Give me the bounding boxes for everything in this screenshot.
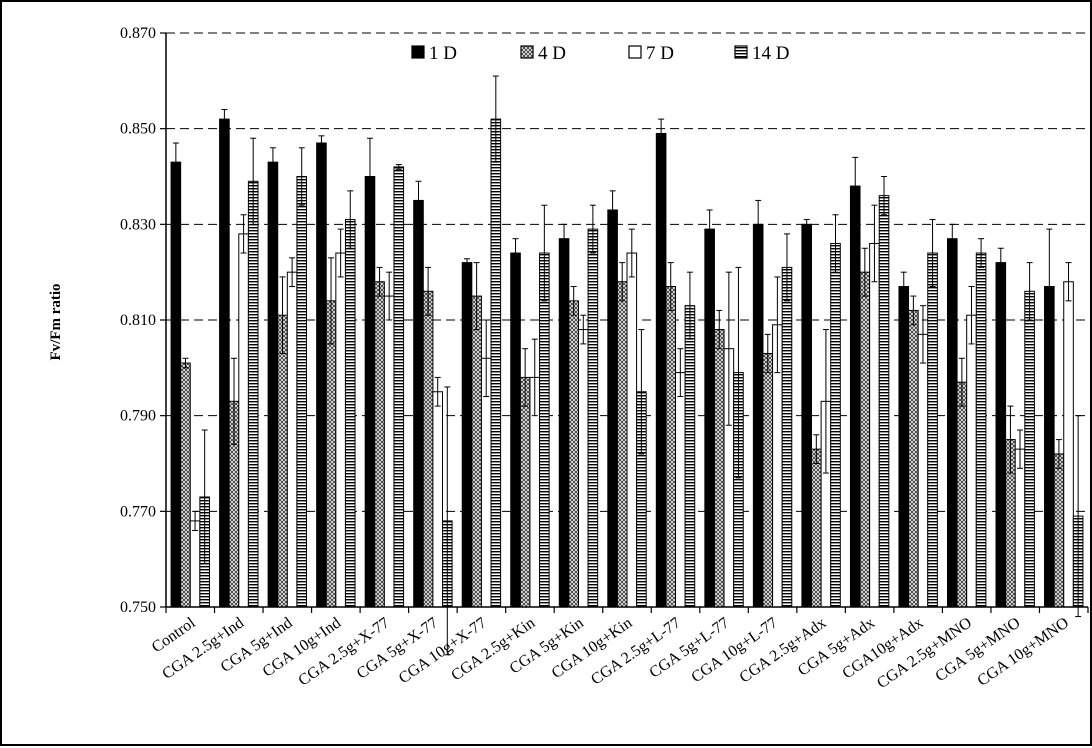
bar-4d — [616, 281, 628, 608]
bars — [170, 75, 1084, 656]
bar-4d — [422, 290, 434, 608]
y-tick-label: 0.850 — [120, 121, 156, 138]
bar-14d — [830, 242, 841, 608]
bar-14d — [393, 166, 405, 608]
bar-1d — [849, 185, 861, 608]
bar-7d — [238, 233, 249, 608]
bar-14d — [296, 176, 308, 608]
bar-4d — [325, 300, 337, 608]
bar-14d — [344, 219, 356, 608]
bar-4d — [859, 271, 871, 608]
bar-7d — [1063, 281, 1074, 608]
bar-1d — [267, 161, 279, 608]
bar-1d — [752, 223, 764, 608]
bar-7d — [335, 252, 346, 608]
bar-4d — [471, 295, 482, 608]
legend-swatch — [520, 45, 534, 59]
bar-14d — [927, 252, 938, 608]
bar-7d — [577, 329, 589, 608]
bar-1d — [558, 238, 570, 608]
bar-14d — [539, 252, 550, 608]
bar-4d — [180, 362, 191, 608]
bar-14d — [684, 305, 696, 608]
axes: 0.7500.7700.7900.8100.8300.8500.870Contr… — [120, 25, 1089, 692]
bar-1d — [510, 252, 521, 608]
legend-label: 1 D — [429, 43, 457, 64]
bar-7d — [869, 242, 880, 608]
bar-14d — [1024, 290, 1035, 608]
bar-7d — [675, 372, 686, 608]
bar-1d — [219, 118, 230, 608]
bar-14d — [975, 252, 987, 608]
bar-4d — [713, 329, 725, 608]
bar-14d — [587, 228, 599, 608]
bar-1d — [364, 176, 376, 608]
legend-swatch — [628, 45, 642, 59]
bar-4d — [374, 281, 385, 608]
bar-14d — [781, 266, 793, 608]
bar-4d — [908, 309, 919, 608]
legend-swatch — [734, 45, 748, 59]
bar-1d — [607, 209, 618, 608]
bar-1d — [316, 142, 327, 608]
bar-1d — [995, 262, 1007, 608]
bar-1d — [898, 286, 910, 608]
bar-4d — [277, 314, 288, 608]
bar-1d — [461, 262, 473, 608]
bar-4d — [956, 381, 968, 608]
x-category-label: CGA 2.5g+Kin — [448, 614, 538, 684]
legend-label: 4 D — [538, 43, 566, 64]
bar-1d — [704, 228, 715, 608]
bar-4d — [665, 286, 677, 608]
bar-1d — [413, 199, 424, 608]
y-tick-label: 0.830 — [120, 216, 156, 233]
y-tick-label: 0.810 — [120, 312, 156, 329]
bar-14d — [247, 180, 259, 608]
bar-1d — [801, 223, 813, 608]
y-tick-label: 0.750 — [120, 599, 156, 616]
bar-1d — [946, 238, 958, 608]
legend-label: 7 D — [646, 43, 674, 64]
bar-1d — [170, 161, 182, 608]
bar-14d — [490, 118, 502, 608]
y-tick-label: 0.770 — [120, 503, 156, 520]
bar-7d — [917, 333, 929, 608]
bar-7d — [383, 295, 395, 608]
legend: 1 D 4 D 7 D 14 D — [411, 43, 789, 64]
y-tick-label: 0.790 — [120, 408, 156, 425]
bar-7d — [286, 271, 298, 608]
bar-4d — [1053, 453, 1065, 608]
bar-4d — [811, 448, 822, 608]
y-axis-label: Fv/Fm ratio — [48, 283, 64, 360]
bar-4d — [519, 376, 531, 608]
bar-7d — [966, 314, 977, 608]
legend-label: 14 D — [752, 43, 789, 64]
bar-7d — [1014, 448, 1026, 608]
bar-4d — [568, 300, 579, 608]
bar-14d — [878, 195, 890, 608]
bar-7d — [189, 520, 201, 608]
legend-swatch — [411, 45, 425, 59]
bar-7d — [626, 252, 638, 608]
bar-4d — [762, 352, 774, 608]
bar-7d — [432, 391, 443, 608]
y-tick-label: 0.870 — [120, 25, 156, 42]
bar-1d — [655, 132, 667, 608]
